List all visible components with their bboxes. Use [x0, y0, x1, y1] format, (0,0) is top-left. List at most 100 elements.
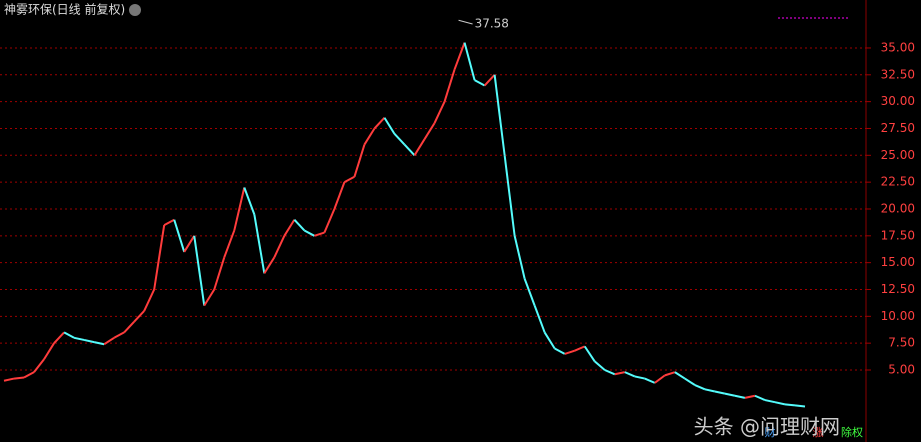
- watermark: 头条 @问理财网: [694, 415, 840, 439]
- price-segment: [193, 235, 206, 306]
- price-segment: [63, 331, 75, 339]
- price-segment: [333, 181, 346, 210]
- y-tick-label: 32.50: [881, 67, 915, 81]
- price-segment: [173, 219, 186, 253]
- price-segment: [383, 117, 396, 135]
- price-segment: [513, 235, 526, 279]
- y-tick-label: 30.00: [881, 94, 915, 108]
- price-segment: [203, 288, 216, 307]
- price-segment: [523, 278, 536, 306]
- price-segment: [143, 289, 156, 312]
- price-segment: [353, 144, 366, 178]
- price-segment: [674, 371, 686, 380]
- price-segment: [533, 305, 546, 333]
- price-segment: [33, 358, 45, 373]
- y-tick-label: 27.50: [881, 121, 915, 135]
- price-segment: [594, 360, 606, 371]
- price-segment: [183, 235, 196, 253]
- price-segment: [453, 42, 466, 70]
- price-segment: [73, 336, 85, 341]
- price-segment: [474, 79, 486, 87]
- y-tick-label: 15.00: [881, 255, 915, 269]
- price-segment: [253, 214, 266, 274]
- price-segment: [363, 127, 376, 146]
- price-segment: [554, 347, 566, 355]
- price-segment: [233, 187, 246, 231]
- price-segment: [413, 138, 426, 156]
- price-segment: [113, 331, 125, 339]
- price-segment: [403, 143, 416, 156]
- price-segment: [714, 390, 726, 395]
- price-segment: [373, 117, 386, 130]
- price-segment: [493, 74, 506, 156]
- price-segment: [343, 175, 355, 184]
- price-segment: [223, 230, 236, 258]
- price-segment: [754, 394, 766, 401]
- price-segment: [323, 208, 336, 233]
- price-segment: [283, 219, 296, 237]
- price-segment: [794, 404, 806, 408]
- event-marker: 财: [765, 425, 776, 439]
- dropdown-icon[interactable]: [129, 4, 141, 16]
- price-segment: [724, 392, 736, 397]
- price-segment: [13, 376, 25, 380]
- price-segment: [483, 74, 496, 87]
- y-tick-label: 5.00: [888, 362, 915, 376]
- price-segment: [694, 384, 706, 391]
- event-marker: 涨: [813, 426, 824, 439]
- price-segment: [93, 341, 105, 346]
- price-segment: [564, 349, 576, 355]
- price-segment: [734, 394, 746, 399]
- price-segment: [303, 229, 315, 237]
- price-segment: [614, 371, 625, 376]
- price-segment: [163, 218, 175, 226]
- price-segment: [23, 371, 35, 379]
- price-segment: [583, 345, 596, 362]
- price-segment: [503, 155, 516, 236]
- event-marker: 除权: [841, 425, 863, 439]
- price-segment: [764, 399, 776, 404]
- price-segment: [644, 377, 656, 384]
- price-segment: [263, 256, 276, 274]
- price-segment: [784, 403, 796, 407]
- price-segment: [423, 122, 436, 140]
- y-tick-label: 25.00: [881, 148, 915, 162]
- price-segment: [133, 310, 145, 323]
- price-segment: [243, 187, 256, 215]
- chart-title: 神雾环保(日线 前复权): [4, 2, 125, 17]
- price-segment: [654, 374, 666, 384]
- price-segment: [393, 133, 406, 146]
- price-segment: [433, 101, 446, 124]
- price-segment: [744, 394, 756, 399]
- price-segment: [103, 336, 115, 346]
- price-segment: [664, 371, 676, 377]
- max-pointer: [458, 19, 473, 25]
- y-tick-label: 17.50: [881, 228, 915, 242]
- y-tick-label: 12.50: [881, 282, 915, 296]
- price-segment: [213, 256, 226, 290]
- price-segment: [543, 331, 556, 350]
- y-tick-label: 35.00: [881, 40, 915, 54]
- price-segment: [634, 375, 646, 380]
- price-segment: [3, 377, 15, 382]
- price-segment: [53, 331, 65, 344]
- price-segment: [704, 388, 716, 393]
- price-segment: [314, 231, 325, 237]
- y-tick-label: 7.50: [888, 336, 915, 350]
- price-segment: [83, 338, 95, 344]
- price-segment: [624, 371, 636, 378]
- price-segment: [43, 342, 55, 360]
- max-label: 37.58: [475, 17, 509, 31]
- price-segment: [273, 235, 286, 258]
- price-segment: [463, 42, 476, 81]
- y-tick-label: 10.00: [881, 309, 915, 323]
- y-tick-label: 22.50: [881, 175, 915, 189]
- price-segment: [153, 224, 166, 290]
- price-segment: [574, 345, 586, 352]
- price-segment: [293, 219, 306, 232]
- price-segment: [604, 369, 616, 376]
- y-tick-label: 20.00: [881, 201, 915, 215]
- price-segment: [123, 321, 135, 334]
- price-segment: [443, 69, 456, 102]
